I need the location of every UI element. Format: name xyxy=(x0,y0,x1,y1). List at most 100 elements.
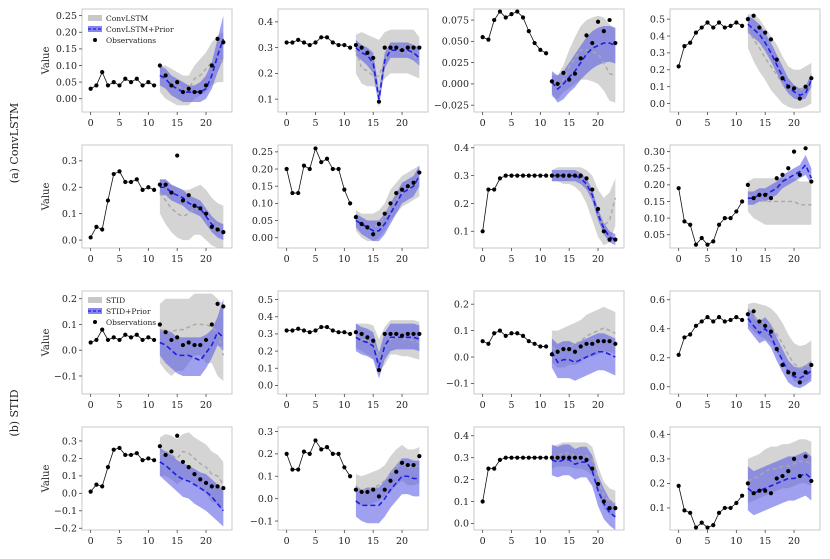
y-tick-label: 0.000 xyxy=(442,79,469,90)
observation-point xyxy=(682,335,687,340)
y-tick-label: 0.30 xyxy=(644,147,665,158)
observation-point xyxy=(716,20,722,25)
observation-point xyxy=(100,327,105,332)
x-tick-label: 5 xyxy=(508,536,514,547)
observation-point xyxy=(676,352,681,357)
observation-point xyxy=(705,315,710,320)
prior-interval xyxy=(355,323,420,379)
observation-point xyxy=(399,187,405,192)
y-tick-label: 0.2 xyxy=(650,353,665,364)
observation-point xyxy=(94,337,99,343)
observation-point xyxy=(503,333,508,338)
observation-point xyxy=(613,40,618,46)
observation-point xyxy=(699,235,704,241)
legend-marker-observations xyxy=(93,320,97,324)
observation-point xyxy=(809,76,814,81)
observation-point xyxy=(763,192,768,197)
y-tick-label: −0.1 xyxy=(250,516,273,527)
baseline-mean-line xyxy=(159,192,224,228)
observation-point xyxy=(509,455,514,460)
observation-point xyxy=(198,89,203,95)
y-tick-label: 0.15 xyxy=(252,182,273,193)
observation-point xyxy=(538,344,543,349)
observation-point xyxy=(284,166,289,172)
prior-interval xyxy=(747,308,812,389)
observation-point xyxy=(405,184,410,189)
observation-point xyxy=(123,332,128,337)
observation-point xyxy=(417,331,422,337)
x-tick-label: 0 xyxy=(88,536,94,547)
observation-point xyxy=(567,455,572,460)
prior-mean-line xyxy=(355,47,420,100)
y-tick-label: 0.1 xyxy=(258,364,273,375)
observation-point xyxy=(290,467,295,472)
y-tick-label: 0.2 xyxy=(258,449,273,460)
y-tick-label: 0.0 xyxy=(62,489,77,500)
x-tick-label: 20 xyxy=(592,400,604,411)
observation-point xyxy=(745,17,750,22)
observation-point xyxy=(740,317,745,323)
y-tick-label: 0.1 xyxy=(62,209,77,220)
observation-point xyxy=(693,525,699,530)
observation-point xyxy=(567,173,572,178)
observation-point xyxy=(198,477,203,482)
observation-point xyxy=(296,467,301,472)
observation-point xyxy=(797,380,802,385)
y-tick-label: 0.5 xyxy=(258,295,273,306)
observation-point xyxy=(221,304,226,309)
observation-point xyxy=(163,73,168,78)
y-tick-label: 0.1 xyxy=(454,497,469,508)
observation-point xyxy=(497,9,503,14)
observation-point xyxy=(768,329,774,334)
panel-a2: 0.1 0.2 0.3 0.4 0 5 10 15 20 xyxy=(258,8,429,129)
panel-b3: −0.1 0.0 0.1 0.2 0 5 10 15 20 xyxy=(446,290,625,411)
row-label-stid: (b) STID xyxy=(8,389,21,436)
y-tick-label: 0.050 xyxy=(442,37,469,48)
observation-point xyxy=(296,190,301,196)
observation-point xyxy=(163,452,168,458)
observation-point xyxy=(492,17,497,23)
observation-point xyxy=(123,179,128,185)
observation-point xyxy=(163,330,168,335)
observation-point xyxy=(359,489,364,495)
x-tick-label: 0 xyxy=(480,536,486,547)
y-tick-label: 0.2 xyxy=(650,479,665,490)
observation-point xyxy=(590,187,595,192)
observation-point xyxy=(186,465,191,470)
observation-point xyxy=(88,86,93,91)
observation-point xyxy=(134,451,139,456)
observation-point xyxy=(791,456,797,461)
observation-point xyxy=(399,460,405,465)
observation-point xyxy=(134,76,139,81)
observation-point xyxy=(532,173,537,178)
legend-marker-observations xyxy=(93,38,97,42)
observation-point xyxy=(417,454,422,459)
x-tick-label: 10 xyxy=(534,118,546,129)
y-tick-label: 0.1 xyxy=(650,503,665,514)
observation-point xyxy=(348,474,353,479)
baseline-mean-line xyxy=(355,49,420,77)
y-tick-label: 0.2 xyxy=(650,65,665,76)
observation-point xyxy=(555,349,560,354)
y-tick-label: 0.2 xyxy=(454,199,469,210)
observation-point xyxy=(365,50,370,55)
observation-point xyxy=(549,173,554,178)
observation-point xyxy=(676,483,681,488)
prior-mean-line xyxy=(355,475,420,507)
observation-point xyxy=(307,330,312,335)
observation-point xyxy=(123,76,128,81)
observation-point xyxy=(411,331,416,337)
observation-point xyxy=(797,96,802,101)
observation-point xyxy=(359,45,364,50)
observation-point xyxy=(376,221,382,227)
observation-point xyxy=(497,328,503,333)
observation-point xyxy=(140,458,145,463)
observation-point xyxy=(515,331,520,336)
panel-a6: 0.00 0.05 0.10 0.15 0.20 0.25 0 5 10 15 20 xyxy=(252,144,429,265)
x-tick-label: 15 xyxy=(367,400,379,411)
x-tick-label: 10 xyxy=(730,118,742,129)
observation-point xyxy=(180,459,186,465)
observation-point xyxy=(480,339,485,344)
prior-mean-line xyxy=(551,350,616,364)
observation-point xyxy=(140,83,145,88)
